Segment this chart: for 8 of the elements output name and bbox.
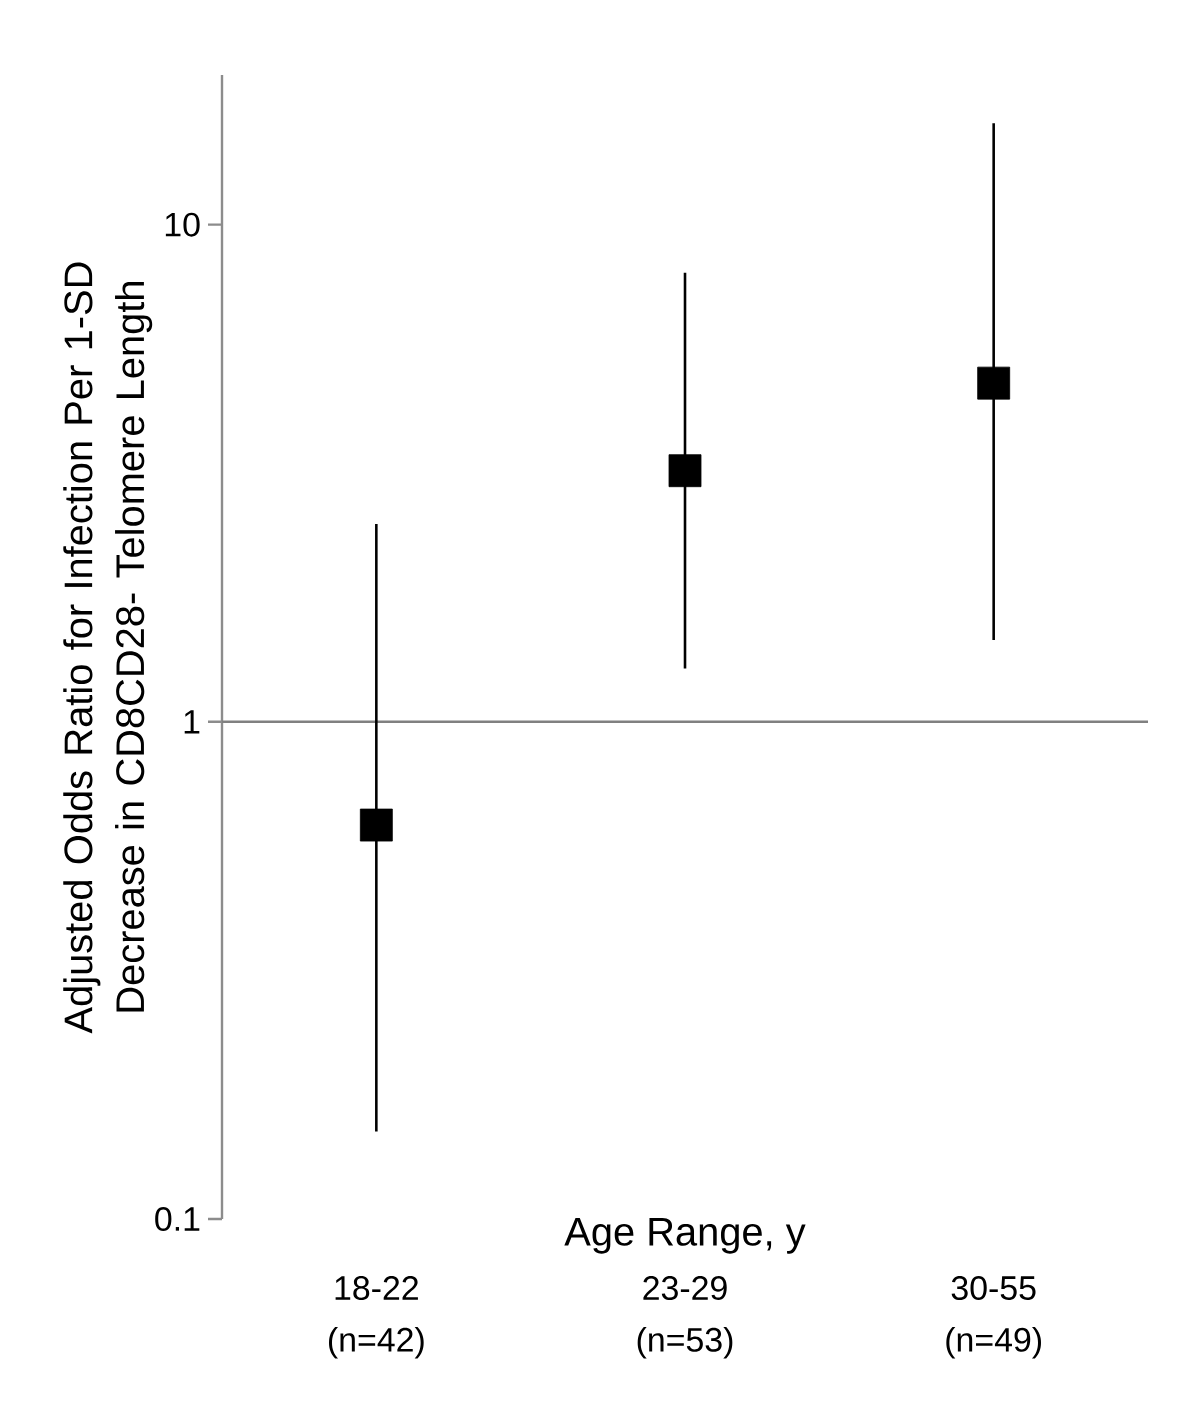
y-tick-label: 0.1 xyxy=(155,1207,200,1232)
y-axis-title: Adjusted Odds Ratio for Infection Per 1-SD Decrease in CD8CD28- Telomere Length xyxy=(63,262,153,1034)
x-tick-label: 23-29 (n=53) xyxy=(637,1276,733,1359)
x-tick-label: 18-22 (n=42) xyxy=(329,1276,424,1359)
x-axis-title: Age Range, y xyxy=(564,1218,806,1254)
x-tick-label: 30-55 (n=49) xyxy=(946,1276,1041,1359)
y-tick-label: 1 xyxy=(184,710,200,734)
y-tick-label: 10 xyxy=(165,212,200,237)
